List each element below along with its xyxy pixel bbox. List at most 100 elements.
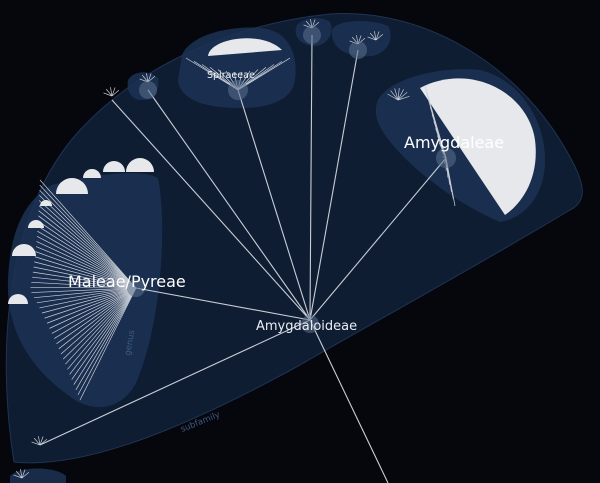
leaf-branch bbox=[20, 469, 23, 479]
leaf-branch bbox=[13, 474, 23, 479]
leaf-branch bbox=[39, 195, 137, 289]
leaf-branch bbox=[369, 32, 377, 41]
leaf-branch bbox=[34, 287, 137, 299]
leaf-branch bbox=[111, 87, 116, 97]
leaf-branch bbox=[147, 73, 152, 83]
leaf-branch bbox=[375, 33, 384, 41]
leaf-branch bbox=[397, 92, 408, 101]
leaf-branch bbox=[33, 266, 137, 289]
main-edges bbox=[39, 34, 447, 483]
leaf-branch bbox=[37, 220, 137, 289]
genus-rank-label: genus bbox=[123, 329, 137, 357]
leaf-branch bbox=[397, 95, 410, 101]
clade-region-top-b[interactable] bbox=[331, 21, 391, 57]
leaf-branch bbox=[35, 251, 137, 289]
leaf-cap bbox=[56, 178, 88, 194]
leaf-branch bbox=[21, 471, 30, 479]
leaf-cap bbox=[103, 161, 125, 172]
leaf-branch bbox=[39, 438, 48, 446]
leaf-cap bbox=[12, 244, 36, 256]
leaf-branch bbox=[39, 179, 137, 289]
spiraeeae-semicircle bbox=[208, 38, 282, 56]
leaf-branch bbox=[36, 235, 137, 289]
leaf-branch bbox=[390, 90, 399, 101]
leaf-branch bbox=[51, 287, 137, 334]
leaf-branch bbox=[32, 271, 137, 289]
node-root bbox=[301, 315, 319, 333]
leaf-branch bbox=[69, 287, 137, 375]
leaf-branch bbox=[77, 287, 137, 396]
spiraeeae-label[interactable]: Spiraeeae bbox=[207, 70, 255, 81]
leaf-cap bbox=[126, 158, 154, 172]
leaf-branch bbox=[36, 287, 137, 304]
node-top-a bbox=[303, 26, 321, 44]
maleae-label[interactable]: Maleae/Pyreae bbox=[68, 272, 186, 291]
leaf-branch bbox=[73, 287, 137, 385]
leaf-branch bbox=[394, 88, 399, 101]
node-top-b bbox=[349, 41, 367, 59]
leaf-branch bbox=[56, 287, 137, 345]
leaf-branch bbox=[65, 287, 137, 365]
node-maleae bbox=[127, 279, 145, 297]
leaf-branch bbox=[35, 246, 137, 289]
leaf-branch bbox=[387, 93, 399, 101]
leaf-branch bbox=[34, 261, 137, 289]
leaf-cap bbox=[40, 200, 52, 206]
node-amygdaleae bbox=[436, 148, 456, 168]
leaf-branch bbox=[44, 287, 137, 319]
node-top-c bbox=[139, 81, 157, 99]
leaf-branch bbox=[103, 92, 113, 97]
leaf-branch bbox=[38, 210, 137, 289]
node-spiraeeae bbox=[228, 80, 248, 100]
leaf-branch bbox=[58, 287, 137, 350]
leaf-branch bbox=[105, 88, 113, 97]
amygdaleae-label[interactable]: Amygdaleae bbox=[404, 133, 504, 152]
leaf-branch bbox=[397, 88, 400, 101]
leaf-cap bbox=[28, 220, 44, 228]
leaf-branch bbox=[367, 36, 377, 41]
leaf-branch bbox=[31, 287, 137, 293]
leaf-branch bbox=[111, 89, 120, 97]
leaf-branch bbox=[397, 89, 404, 101]
leaf-branch bbox=[41, 287, 137, 314]
leaf-branch bbox=[37, 230, 137, 289]
leaf-branch bbox=[62, 287, 137, 360]
leaf-branch bbox=[67, 287, 137, 370]
leaf-branch bbox=[38, 436, 41, 446]
leaf-cap bbox=[8, 294, 28, 304]
maleae-leaf-fan bbox=[30, 179, 137, 401]
leaf-branch bbox=[237, 57, 291, 91]
leaf-branch bbox=[60, 287, 137, 355]
leaf-branch bbox=[39, 189, 137, 289]
leaf-branch bbox=[146, 73, 149, 83]
leaf-branch bbox=[39, 436, 44, 446]
leaf-branch bbox=[374, 31, 377, 41]
leaf-branch bbox=[110, 87, 113, 97]
maleae-leaf-caps bbox=[8, 158, 154, 304]
leaf-branch bbox=[71, 287, 137, 380]
leaf-branch bbox=[39, 184, 137, 289]
leaf-branch bbox=[46, 287, 137, 324]
spiraeeae-leaf-fan bbox=[185, 38, 291, 91]
leaf-branch bbox=[15, 470, 23, 479]
amygdaleae-semicircle bbox=[420, 78, 536, 215]
leaf-branch bbox=[31, 281, 137, 289]
leaf-branch bbox=[39, 287, 137, 309]
leaf-branch bbox=[79, 287, 137, 401]
root-label[interactable]: Amygdaloideae bbox=[256, 319, 357, 334]
leaf-branch bbox=[75, 287, 137, 390]
leaf-branch bbox=[34, 256, 137, 289]
clade-region-bottom-left[interactable] bbox=[10, 468, 66, 483]
leaf-branch bbox=[36, 241, 137, 289]
leaf-branch bbox=[30, 287, 137, 289]
leaf-cap bbox=[83, 169, 101, 178]
leaf-branch bbox=[375, 31, 380, 41]
leaf-branch bbox=[147, 75, 156, 83]
leaf-branch bbox=[31, 441, 41, 446]
leaf-branch bbox=[38, 200, 137, 289]
leaf-branch bbox=[37, 225, 137, 289]
leaf-branch bbox=[54, 287, 137, 339]
leaf-branch bbox=[33, 437, 41, 446]
